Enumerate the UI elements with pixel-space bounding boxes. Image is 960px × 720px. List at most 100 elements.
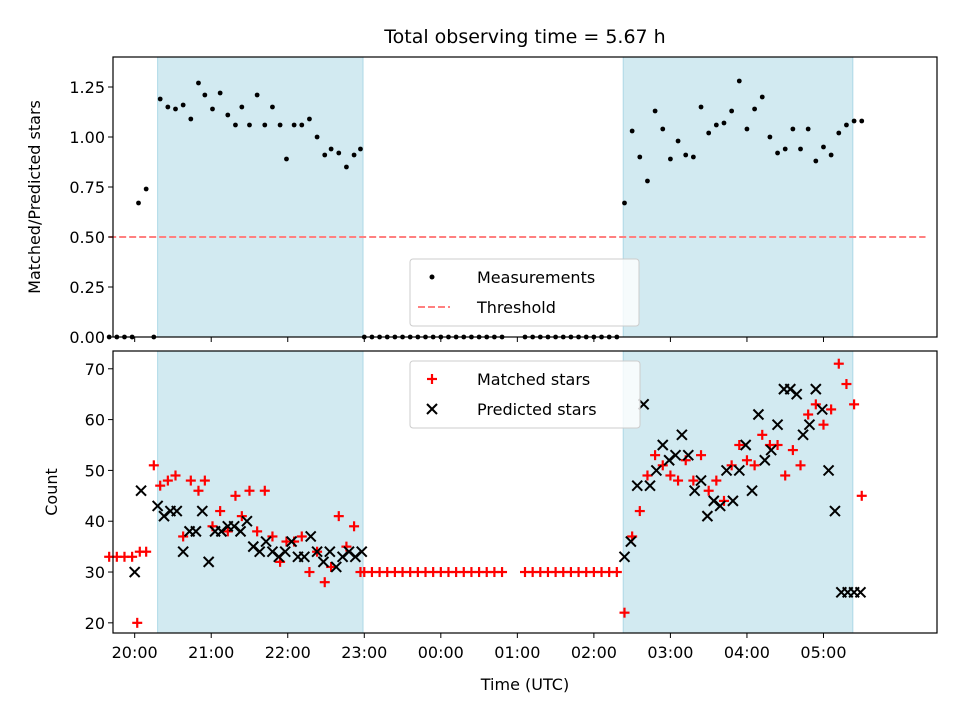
x-tick-label: 03:00 (647, 643, 693, 662)
matched-star-point (833, 358, 844, 369)
measurement-point (210, 106, 215, 112)
matched-star-point (267, 531, 278, 542)
measurement-point (254, 92, 260, 98)
matched-star-point (841, 379, 852, 390)
measurement-point (698, 104, 704, 110)
matched-star-point (650, 450, 661, 461)
predicted-star-point (676, 429, 688, 441)
measurement-point (752, 106, 757, 112)
bottom-panel: 20 30 40 50 60 70 20:00 21:00 22:00 23:00 00:00 01… (42, 350, 938, 694)
measurement-point (668, 156, 673, 162)
predicted-star-point (241, 515, 253, 527)
measurement-point (637, 154, 643, 160)
measurement-point (782, 146, 788, 152)
measurement-point (828, 152, 834, 158)
predicted-star-point (810, 383, 822, 395)
top-legend: Measurements Threshold (409, 258, 640, 327)
predicted-legend-marker (426, 403, 438, 415)
predicted-star-point (171, 505, 183, 517)
predicted-star-point (682, 449, 694, 461)
bottom-legend-box (409, 360, 641, 429)
y-tick-label: 20 (85, 614, 105, 633)
matched-star-point (141, 546, 152, 557)
measurement-point (836, 130, 842, 136)
top-panel-ylabel: Matched/Predicted stars (25, 100, 44, 294)
measurement-point (629, 128, 635, 134)
x-tick-label: 00:00 (418, 643, 464, 662)
predicted-star-point (720, 464, 733, 477)
matched-star-point (230, 490, 241, 501)
measurement-point (188, 116, 194, 122)
measurement-point (851, 118, 857, 124)
predicted-star-point (701, 510, 714, 522)
predicted-star-point (298, 551, 311, 563)
measurement-point (157, 96, 163, 102)
predicted-star-point (625, 535, 637, 548)
measurement-point (165, 104, 171, 110)
matched-star-point (757, 429, 768, 440)
measurement-point (767, 134, 773, 140)
matched-star-point (162, 475, 173, 486)
matched-star-point (244, 485, 255, 496)
predicted-star-point (695, 474, 707, 487)
predicted-star-point (356, 545, 368, 558)
predicted-star-point (644, 479, 656, 492)
matched-star-point (127, 551, 138, 562)
x-tick-label: 21:00 (188, 643, 234, 662)
matched-star-point (780, 470, 791, 481)
predicted-star-point (650, 464, 663, 477)
measurement-point (196, 80, 201, 86)
measurement-point (351, 152, 357, 158)
matched-star-point (236, 511, 247, 522)
observing-window-shade (157, 350, 364, 634)
predicted-star-point (253, 545, 266, 558)
measurement-point (622, 200, 627, 206)
predicted-star-point (128, 566, 141, 578)
predicted-star-point (746, 485, 758, 497)
matched-star-point (296, 531, 307, 542)
measurement-point (299, 122, 305, 128)
predicted-star-point (135, 485, 147, 497)
x-axis-label: Time (UTC) (480, 675, 569, 694)
measurement-point (358, 146, 363, 152)
y-tick-label: 1.25 (69, 78, 105, 97)
matched-star-point (170, 470, 181, 481)
measurement-point (217, 90, 223, 96)
y-tick-label: 40 (85, 512, 105, 531)
predicted-star-point (854, 586, 867, 599)
predicted-star-point (822, 464, 835, 477)
matched-star-point (333, 511, 344, 522)
x-tick-label: 02:00 (571, 643, 617, 662)
top-legend-box (409, 258, 640, 327)
matched-star-point (826, 404, 837, 415)
predicted-star-point (279, 545, 291, 558)
matched-star-point (132, 617, 143, 628)
predicted-star-point (688, 485, 701, 497)
matched-star-point (319, 577, 330, 588)
predicted-star-point (727, 495, 739, 507)
matched-star-point (818, 419, 829, 430)
x-tick-label: 22:00 (265, 643, 311, 662)
matched-star-point (749, 460, 760, 471)
measurement-point (247, 122, 252, 128)
matched-star-point (772, 440, 783, 450)
measurement-point (314, 134, 320, 140)
matched-star-point (787, 445, 798, 456)
predicted-star-point (305, 530, 317, 543)
predicted-star-point (618, 551, 631, 563)
measurement-point (775, 150, 780, 156)
measurement-point (736, 78, 742, 84)
x-tick-label: 01:00 (494, 643, 540, 662)
matched-star-point (349, 521, 360, 532)
observing-window-shade (157, 56, 364, 338)
predicted-star-point (829, 505, 841, 517)
y-tick-label: 0.00 (69, 328, 105, 347)
matched-star-point (703, 485, 714, 496)
matched-star-point (696, 450, 707, 461)
predicted-star-point (765, 444, 777, 456)
measurement-point (759, 94, 765, 100)
measurement-point (270, 104, 275, 110)
measurement-point (336, 150, 342, 156)
measurement-point (645, 178, 650, 184)
